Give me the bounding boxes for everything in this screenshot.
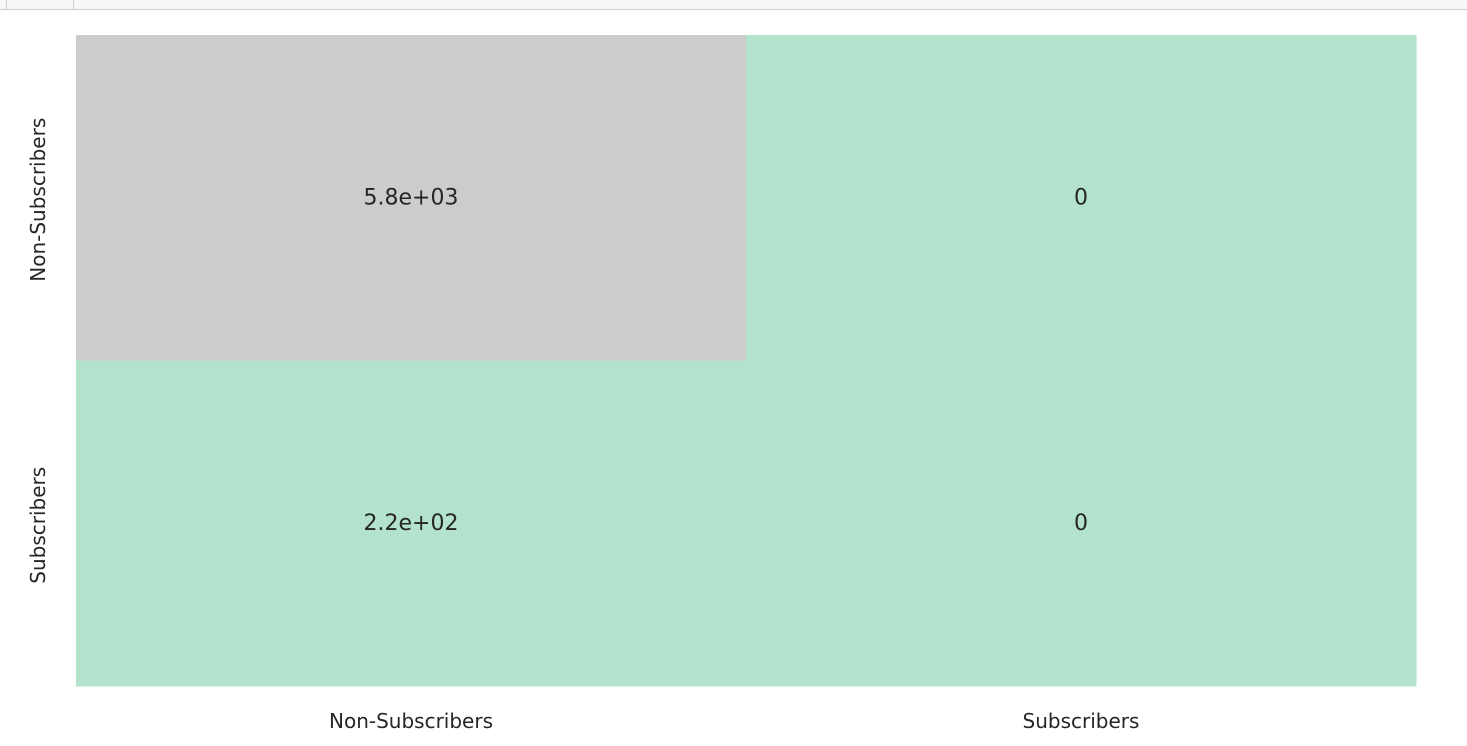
y-tick-labels: Non-Subscribers Subscribers — [26, 118, 50, 584]
cell-annotation-r1-c1: 0 — [1074, 511, 1088, 536]
heatmap-annotations: 5.8e+03 0 2.2e+02 0 — [364, 185, 1088, 536]
heatmap-cells — [76, 35, 1417, 687]
x-tick-label: Subscribers — [1023, 709, 1140, 733]
heatmap-cell-r0-c1 — [746, 35, 1417, 361]
x-tick-label: Non-Subscribers — [329, 709, 493, 733]
heatmap-cell-r1-c1 — [746, 360, 1417, 687]
cell-prompt-area — [0, 0, 74, 10]
notebook-cell-input-strip — [0, 0, 1467, 10]
heatmap-cell-r0-c0 — [76, 35, 747, 361]
heatmap-cell-r1-c0 — [76, 360, 747, 687]
y-tick-label: Non-Subscribers — [26, 118, 50, 282]
y-tick-label: Subscribers — [26, 467, 50, 584]
cell-annotation-r0-c1: 0 — [1074, 185, 1088, 210]
cell-divider — [6, 0, 7, 10]
cell-annotation-r1-c0: 2.2e+02 — [364, 511, 459, 536]
cell-annotation-r0-c0: 5.8e+03 — [364, 185, 459, 210]
x-tick-labels: Non-Subscribers Subscribers — [329, 709, 1139, 733]
